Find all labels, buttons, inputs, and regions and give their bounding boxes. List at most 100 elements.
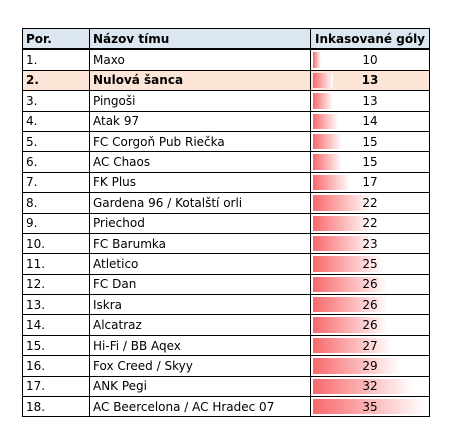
goals-cell: 26 <box>310 314 430 336</box>
goals: 35 <box>362 399 378 414</box>
team-name: Maxo <box>89 48 311 71</box>
goals: 27 <box>362 338 378 353</box>
team-name: Atletico <box>89 253 311 275</box>
position: 18. <box>22 396 90 418</box>
table-body: 1. Maxo 10 2. Nulová šanca 13 3. Pingoši 13 4. Ata… <box>22 48 430 418</box>
data-bar <box>313 52 321 68</box>
table-row: 13. Iskra 26 <box>22 294 430 316</box>
goals-cell: 35 <box>310 396 430 418</box>
team-name: Gardena 96 / Kotalští orli <box>89 192 311 214</box>
goals-cell: 29 <box>310 355 430 377</box>
team-name: Nulová šanca <box>89 69 311 92</box>
data-bar <box>313 297 388 313</box>
position: 11. <box>22 253 90 275</box>
team-name: Iskra <box>89 294 311 316</box>
position: 7. <box>22 171 90 194</box>
team-name: Atak 97 <box>89 110 311 132</box>
goals-cell: 23 <box>310 232 430 255</box>
header-row: Por. Názov tímu Inkasované góly <box>22 28 430 51</box>
position: 2. <box>22 69 90 92</box>
position: 12. <box>22 273 90 296</box>
table-row: 17. ANK Pegi 32 <box>22 375 430 398</box>
goals: 10 <box>362 53 378 68</box>
goals-cell: 22 <box>310 212 430 234</box>
table-row: 5. FC Corgoň Pub Riečka 15 <box>22 130 430 153</box>
goals: 15 <box>362 134 378 149</box>
goals: 13 <box>361 73 379 88</box>
data-bar <box>313 113 338 129</box>
goals: 26 <box>362 277 378 292</box>
team-name: Alcatraz <box>89 314 311 336</box>
data-bar <box>313 276 388 293</box>
table-row: 18. AC Beercelona / AC Hradec 07 35 <box>22 396 430 418</box>
table-row: 9. Priechod 22 <box>22 212 430 234</box>
goals-cell: 26 <box>310 273 430 296</box>
team-name: Hi-Fi / BB Aqex <box>89 334 311 357</box>
column-header: Inkasované góly <box>310 28 430 51</box>
team-name: AC Chaos <box>89 151 311 173</box>
goals: 25 <box>362 256 378 271</box>
position: 4. <box>22 110 90 132</box>
team-name: FC Corgoň Pub Riečka <box>89 130 311 153</box>
goals-cell: 14 <box>310 110 430 132</box>
data-bar <box>313 93 334 109</box>
goals: 13 <box>362 93 378 108</box>
position: 1. <box>22 48 90 71</box>
team-name: FK Plus <box>89 171 311 194</box>
team-name: Pingoši <box>89 90 311 112</box>
data-bar <box>313 378 413 395</box>
goals-cell: 15 <box>310 151 430 173</box>
data-bar <box>313 337 392 354</box>
data-bar <box>313 133 342 150</box>
table-row: 3. Pingoši 13 <box>22 90 430 112</box>
team-name: ANK Pegi <box>89 375 311 398</box>
data-bar <box>313 235 376 252</box>
goals: 15 <box>362 155 378 170</box>
goals-cell: 22 <box>310 192 430 214</box>
position: 8. <box>22 192 90 214</box>
goals: 22 <box>362 195 378 210</box>
table-row: 6. AC Chaos 15 <box>22 151 430 173</box>
team-name: AC Beercelona / AC Hradec 07 <box>89 396 311 418</box>
goals-cell: 32 <box>310 375 430 398</box>
position: 3. <box>22 90 90 112</box>
goals-cell: 13 <box>310 90 430 112</box>
goals-cell: 10 <box>310 48 430 71</box>
standings-table: Por. Názov tímu Inkasované góly 1. Maxo 10 2. N… <box>22 28 430 418</box>
goals: 26 <box>362 318 378 333</box>
team-name: Priechod <box>89 212 311 234</box>
table-row: 15. Hi-Fi / BB Aqex 27 <box>22 334 430 357</box>
table-row: 2. Nulová šanca 13 <box>22 69 430 92</box>
goals: 29 <box>362 358 378 373</box>
goals-cell: 26 <box>310 294 430 316</box>
data-bar <box>313 399 425 415</box>
goals: 23 <box>362 236 378 251</box>
goals: 22 <box>362 216 378 231</box>
column-header: Názov tímu <box>89 28 311 51</box>
table-row: 14. Alcatraz 26 <box>22 314 430 336</box>
table-row: 11. Atletico 25 <box>22 253 430 275</box>
goals-cell: 17 <box>310 171 430 194</box>
position: 15. <box>22 334 90 357</box>
team-name: Fox Creed / Skyy <box>89 355 311 377</box>
team-name: FC Dan <box>89 273 311 296</box>
position: 17. <box>22 375 90 398</box>
data-bar <box>313 317 388 333</box>
team-name: FC Barumka <box>89 232 311 255</box>
column-header: Por. <box>22 28 90 51</box>
data-bar <box>313 174 351 191</box>
table-row: 1. Maxo 10 <box>22 48 430 71</box>
position: 13. <box>22 294 90 316</box>
goals: 17 <box>362 175 378 190</box>
table-row: 10. FC Barumka 23 <box>22 232 430 255</box>
data-bar <box>313 72 334 89</box>
goals-cell: 27 <box>310 334 430 357</box>
goals-cell: 15 <box>310 130 430 153</box>
table-row: 7. FK Plus 17 <box>22 171 430 194</box>
table-row: 12. FC Dan 26 <box>22 273 430 296</box>
data-bar <box>313 215 371 231</box>
position: 14. <box>22 314 90 336</box>
goals: 32 <box>362 379 378 394</box>
data-bar <box>313 358 401 374</box>
table-row: 8. Gardena 96 / Kotalští orli 22 <box>22 192 430 214</box>
